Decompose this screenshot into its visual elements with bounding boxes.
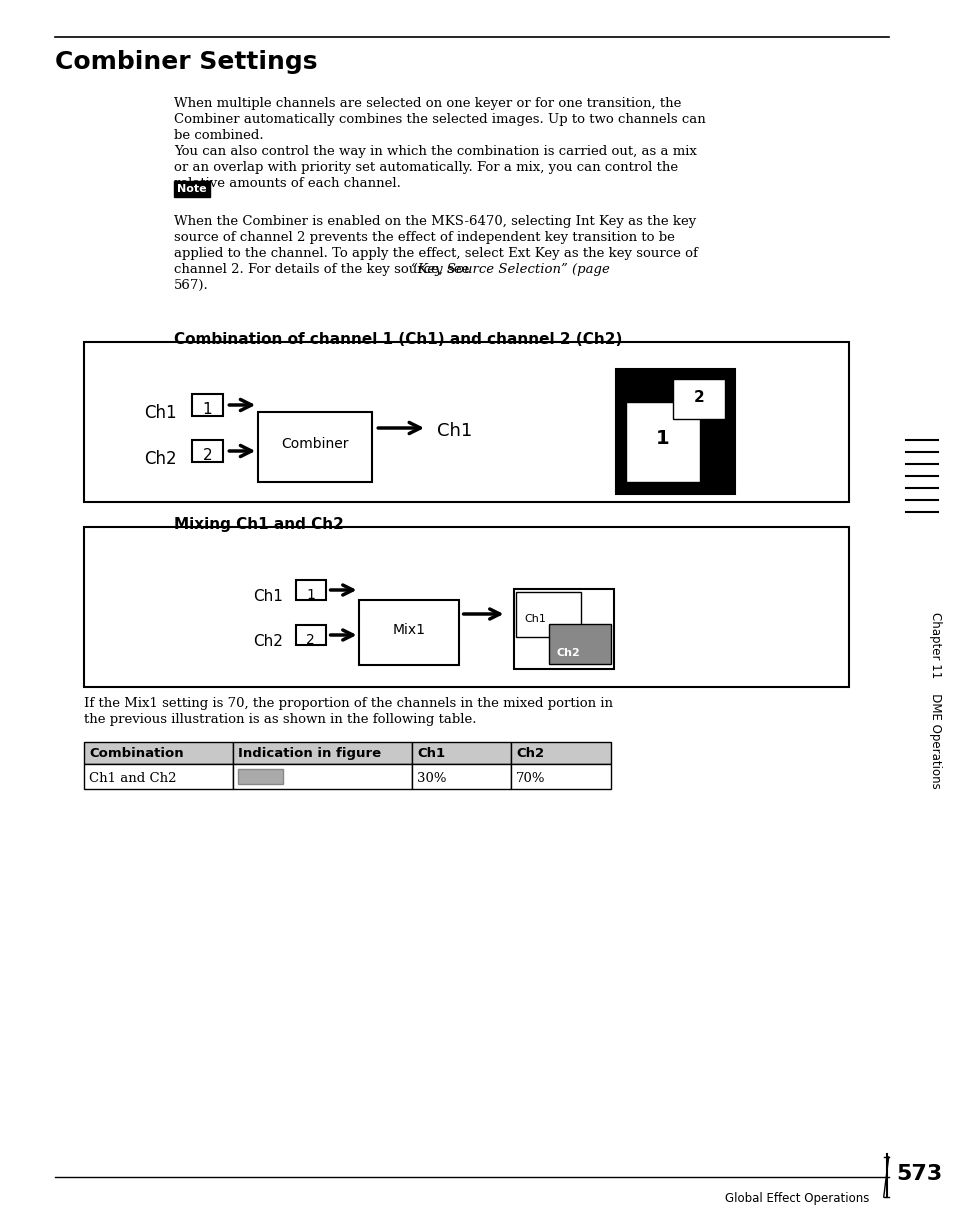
Text: Global Effect Operations: Global Effect Operations xyxy=(724,1191,868,1205)
Text: Ch1 and Ch2: Ch1 and Ch2 xyxy=(90,772,176,785)
Bar xyxy=(192,440,223,462)
Bar xyxy=(514,589,613,669)
Text: Ch1: Ch1 xyxy=(524,614,545,624)
Text: Ch1: Ch1 xyxy=(416,747,445,760)
Text: When multiple channels are selected on one keyer or for one transition, the: When multiple channels are selected on o… xyxy=(173,97,680,110)
Bar xyxy=(233,764,412,789)
Text: Mix1: Mix1 xyxy=(393,623,425,638)
Text: applied to the channel. To apply the effect, select Ext Key as the key source of: applied to the channel. To apply the eff… xyxy=(173,247,697,261)
Text: 70%: 70% xyxy=(516,772,545,785)
Text: 573: 573 xyxy=(896,1164,942,1184)
Bar xyxy=(84,527,848,687)
Bar xyxy=(673,379,724,419)
Text: Ch2: Ch2 xyxy=(516,747,544,760)
Text: When the Combiner is enabled on the MKS-6470, selecting Int Key as the key: When the Combiner is enabled on the MKS-… xyxy=(173,215,696,228)
Bar xyxy=(511,742,610,764)
Text: or an overlap with priority set automatically. For a mix, you can control the: or an overlap with priority set automati… xyxy=(173,161,678,175)
Text: Ch1: Ch1 xyxy=(436,422,472,440)
Text: the previous illustration is as shown in the following table.: the previous illustration is as shown in… xyxy=(84,713,476,726)
Text: Combiner automatically combines the selected images. Up to two channels can: Combiner automatically combines the sele… xyxy=(173,113,705,126)
Bar xyxy=(615,368,734,494)
Text: Mixing Ch1 and Ch2: Mixing Ch1 and Ch2 xyxy=(173,518,343,532)
Bar xyxy=(233,742,412,764)
Bar xyxy=(258,412,372,482)
Bar xyxy=(295,625,325,645)
Bar xyxy=(412,742,511,764)
Text: 30%: 30% xyxy=(416,772,446,785)
Text: Combiner Settings: Combiner Settings xyxy=(54,50,316,74)
Text: “Key Source Selection” (page: “Key Source Selection” (page xyxy=(411,263,610,276)
Bar xyxy=(84,342,848,502)
Text: 2: 2 xyxy=(306,633,314,647)
Text: Chapter 11    DME Operations: Chapter 11 DME Operations xyxy=(928,612,941,789)
Text: You can also control the way in which the combination is carried out, as a mix: You can also control the way in which th… xyxy=(173,145,696,158)
Bar xyxy=(192,394,223,416)
Text: Ch2: Ch2 xyxy=(253,634,283,648)
Text: Indication in figure: Indication in figure xyxy=(238,747,381,760)
Text: Ch1: Ch1 xyxy=(253,589,283,604)
Text: 2: 2 xyxy=(693,389,703,405)
Bar xyxy=(412,764,511,789)
Text: Combination: Combination xyxy=(90,747,184,760)
Text: 1: 1 xyxy=(306,588,314,602)
Bar xyxy=(511,764,610,789)
Text: be combined.: be combined. xyxy=(173,128,263,142)
Text: 1: 1 xyxy=(202,402,213,417)
Text: Ch2: Ch2 xyxy=(144,450,176,468)
Bar xyxy=(295,581,325,600)
Bar xyxy=(84,764,233,789)
Text: 1: 1 xyxy=(655,429,668,448)
Text: If the Mix1 setting is 70, the proportion of the channels in the mixed portion i: If the Mix1 setting is 70, the proportio… xyxy=(84,697,613,710)
Bar xyxy=(238,768,283,784)
Bar xyxy=(84,742,233,764)
Text: Ch2: Ch2 xyxy=(556,648,579,658)
Text: Note: Note xyxy=(176,184,206,194)
Text: Ch1: Ch1 xyxy=(144,404,176,422)
Text: 567).: 567). xyxy=(173,279,209,292)
Text: Combination of channel 1 (Ch1) and channel 2 (Ch2): Combination of channel 1 (Ch1) and chann… xyxy=(173,332,621,347)
Text: 2: 2 xyxy=(202,448,213,463)
Text: relative amounts of each channel.: relative amounts of each channel. xyxy=(173,177,400,190)
Bar xyxy=(549,624,610,664)
Bar xyxy=(359,600,458,665)
Text: channel 2. For details of the key source, see: channel 2. For details of the key source… xyxy=(173,263,473,276)
Bar xyxy=(516,591,580,638)
Bar xyxy=(173,181,210,198)
Text: source of channel 2 prevents the effect of independent key transition to be: source of channel 2 prevents the effect … xyxy=(173,231,674,244)
Bar xyxy=(625,402,700,482)
Text: Combiner: Combiner xyxy=(281,438,348,451)
